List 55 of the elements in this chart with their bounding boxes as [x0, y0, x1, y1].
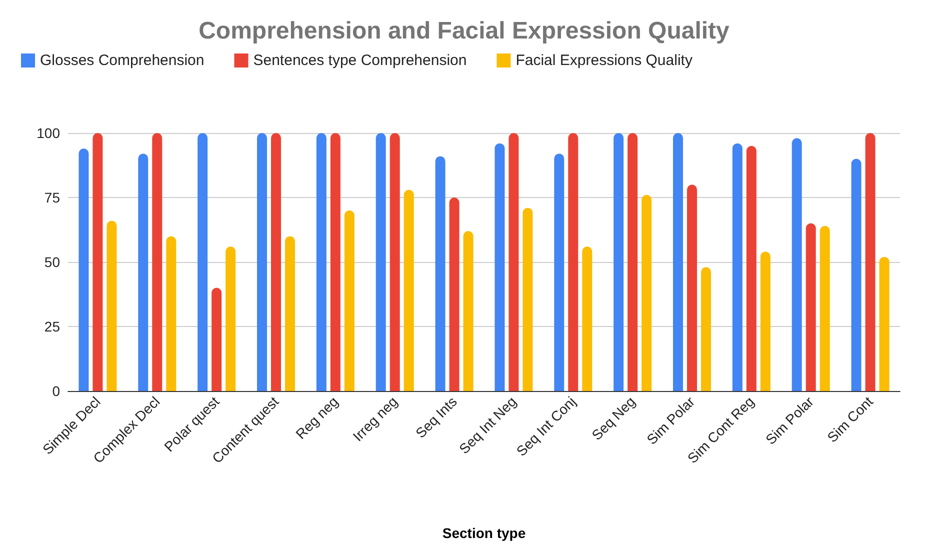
- bar: [92, 133, 103, 391]
- y-tick-label: 100: [36, 125, 60, 141]
- bar: [792, 138, 802, 391]
- bar: [166, 236, 176, 391]
- bar: [701, 267, 711, 391]
- bar: [494, 143, 505, 391]
- bar: [226, 246, 236, 391]
- bar: [746, 146, 756, 391]
- bar: [212, 288, 222, 391]
- bar: [152, 133, 162, 391]
- legend-label: Facial Expressions Quality: [516, 52, 693, 69]
- bar: [851, 158, 862, 391]
- bar: [435, 156, 446, 391]
- y-tick-label: 0: [52, 383, 60, 399]
- legend-label: Glosses Comprehension: [40, 52, 204, 69]
- bar: [344, 210, 354, 391]
- bar: [614, 133, 624, 391]
- bar: [554, 154, 564, 391]
- bar: [106, 220, 117, 391]
- bar: [732, 143, 742, 391]
- bar: [568, 133, 578, 391]
- bar: [285, 236, 295, 391]
- y-tick-label: 25: [44, 318, 60, 334]
- bar: [508, 133, 519, 391]
- bar: [673, 133, 683, 391]
- x-tick-label: Seq Ints: [412, 393, 460, 441]
- bar: [865, 133, 876, 391]
- x-tick-label: Reg neg: [292, 393, 342, 442]
- bar: [522, 208, 533, 391]
- bar: [330, 133, 340, 391]
- bar: [390, 133, 400, 391]
- chart-title: Comprehension and Facial Expression Quality: [198, 18, 730, 44]
- x-axis-title: Section type: [442, 525, 526, 541]
- bar: [806, 223, 816, 391]
- bar: [271, 133, 281, 391]
- bar: [198, 133, 208, 391]
- legend-label: Sentences type Comprehension: [253, 52, 467, 69]
- bar: [138, 154, 148, 391]
- bar: [642, 194, 652, 391]
- bar: [463, 231, 474, 391]
- bar: [760, 252, 770, 391]
- bar: [449, 198, 460, 391]
- bar: [316, 133, 326, 391]
- bar: [820, 226, 830, 391]
- bar: [376, 133, 386, 391]
- bar: [404, 190, 414, 391]
- bar: [257, 133, 267, 391]
- bar: [687, 184, 697, 391]
- bar: [78, 148, 89, 391]
- x-tick-label: Seq Neg: [588, 393, 638, 444]
- bar: [582, 246, 592, 391]
- y-tick-label: 50: [44, 254, 60, 270]
- bar: [628, 133, 638, 391]
- bar: [879, 256, 890, 391]
- y-tick-label: 75: [44, 190, 60, 206]
